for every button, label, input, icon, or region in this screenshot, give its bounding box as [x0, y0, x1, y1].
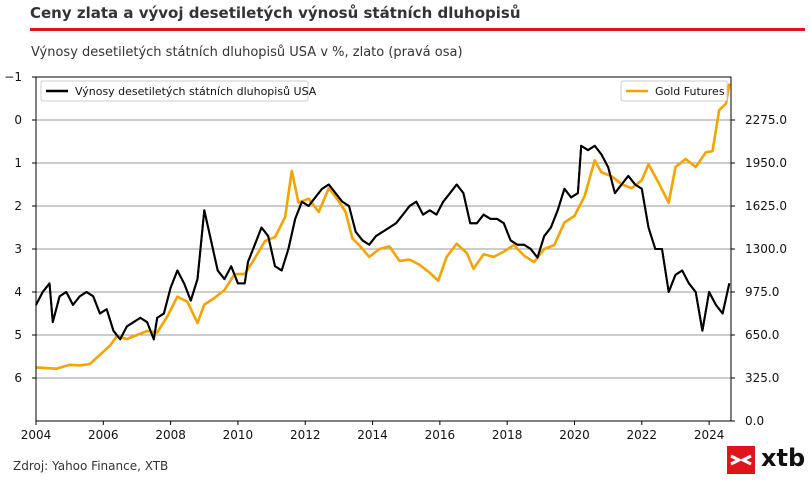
right-tick-label: 1300.0 [745, 242, 787, 256]
legend-left-box [40, 80, 309, 102]
left-tick-label: −1 [4, 70, 22, 84]
left-tick-label: 6 [14, 371, 22, 385]
legend-right-box [620, 80, 728, 102]
x-tick-label: 2008 [155, 428, 186, 442]
right-tick-label: 1625.0 [745, 199, 787, 213]
x-cross-icon [730, 454, 752, 466]
title-underline [30, 28, 805, 31]
left-tick-label: 1 [14, 156, 22, 170]
x-tick-label: 2018 [492, 428, 523, 442]
right-tick-label: 1950.0 [745, 156, 787, 170]
left-tick-label: 2 [14, 199, 22, 213]
legend-gold-label: Gold Futures [655, 85, 725, 98]
right-tick-label: 975.0 [745, 285, 779, 299]
left-tick-label: 0 [14, 113, 22, 127]
xtb-logo-text: xtb [761, 444, 806, 472]
x-tick-label: 2010 [223, 428, 254, 442]
legend-yield-label: Výnosy desetiletých státních dluhopisů U… [75, 85, 317, 98]
gold-series-line [35, 83, 731, 370]
left-tick-label: 3 [14, 242, 22, 256]
x-tick-label: 2006 [88, 428, 119, 442]
left-tick-label: 5 [14, 328, 22, 342]
chart-subtitle: Výnosy desetiletých státních dluhopisů U… [31, 45, 463, 60]
right-tick-label: 325.0 [745, 371, 779, 385]
xtb-logo: xtb [727, 444, 807, 476]
source-note: Zdroj: Yahoo Finance, XTB [13, 459, 169, 473]
xtb-logo-mark [727, 446, 755, 474]
x-tick-label: 2024 [694, 428, 725, 442]
left-tick-label: 4 [14, 285, 22, 299]
yield-series-line [35, 144, 731, 341]
x-tick-label: 2014 [357, 428, 388, 442]
x-tick-label: 2022 [627, 428, 658, 442]
yield-series-line-top [35, 144, 731, 341]
chart-title: Ceny zlata a vývoj desetiletých výnosů s… [30, 4, 521, 22]
right-tick-label: 0.0 [745, 414, 764, 428]
x-tick-label: 2012 [290, 428, 321, 442]
x-tick-label: 2016 [425, 428, 456, 442]
x-tick-label: 2004 [21, 428, 52, 442]
right-tick-label: 2275.0 [745, 113, 787, 127]
x-tick-label: 2020 [559, 428, 590, 442]
right-tick-label: 650.0 [745, 328, 779, 342]
